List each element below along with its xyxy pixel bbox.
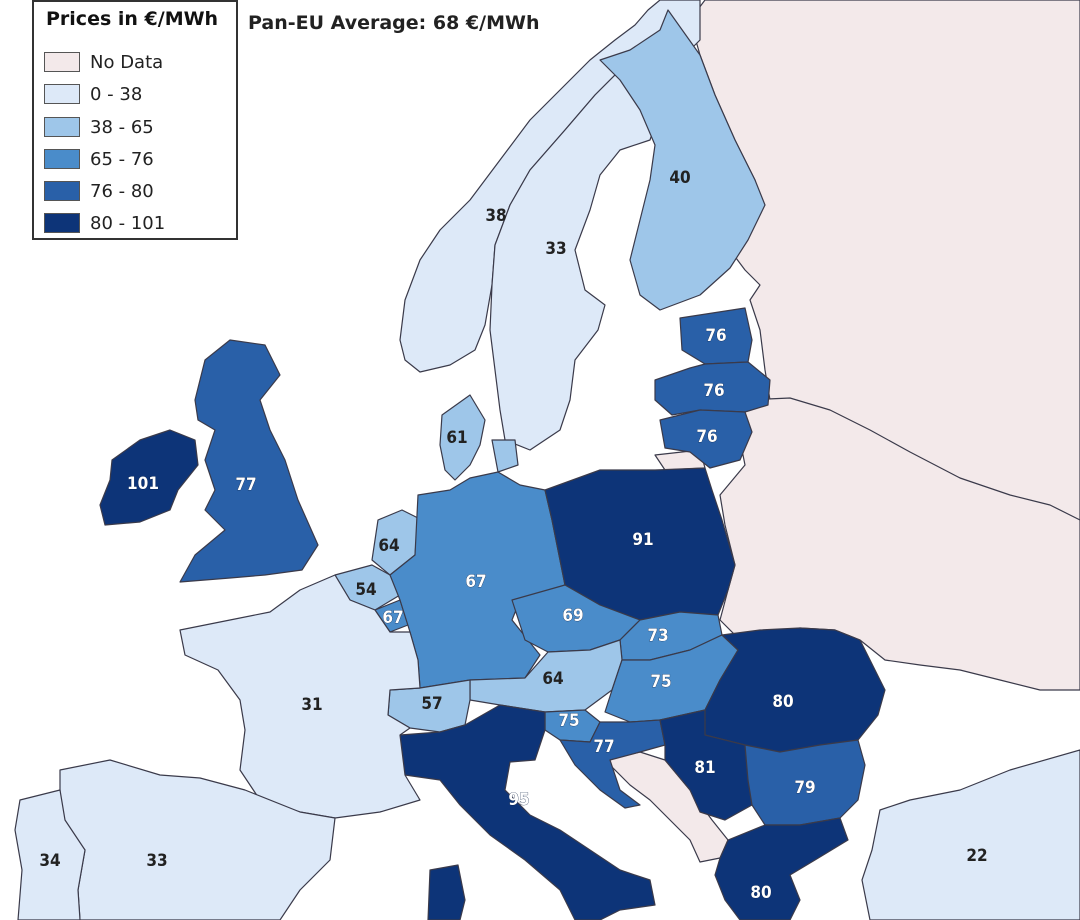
legend-label: 80 - 101 [90,212,166,234]
label-portugal: 34 [39,851,60,871]
legend: Prices in €/MWh No Data 0 - 38 38 - 65 6… [32,0,238,240]
region-poland[interactable] [544,467,736,621]
legend-label: 38 - 65 [90,116,154,138]
region-italy[interactable] [399,704,656,920]
label-luxembourg: 67 [382,608,403,628]
region-denmark[interactable] [439,394,519,481]
region-latvia[interactable] [654,361,771,416]
label-serbia: 81 [694,758,715,778]
label-switzerland: 57 [421,694,442,714]
label-austria: 64 [542,669,563,689]
region-ireland[interactable] [99,429,199,526]
label-ireland: 101 [127,474,159,494]
label-slovenia: 75 [558,711,579,731]
label-slovakia: 73 [647,626,668,646]
legend-item-38-65: 38 - 65 [44,115,154,139]
no-data-land [604,0,1080,863]
region-bulgaria[interactable] [744,739,866,826]
label-turkey: 22 [966,846,987,866]
region-croatia[interactable] [559,719,666,809]
label-croatia: 77 [593,737,614,757]
region-france[interactable] [179,574,421,819]
label-sweden: 33 [545,239,566,259]
label-denmark: 61 [446,428,467,448]
legend-swatch [44,84,80,104]
legend-title: Prices in €/MWh [46,8,219,30]
legend-label: 65 - 76 [90,148,154,170]
legend-item-65-76: 65 - 76 [44,147,154,171]
region-serbia[interactable] [659,709,753,821]
countries [14,0,1080,920]
legend-item-no-data: No Data [44,50,163,74]
legend-item-80-101: 80 - 101 [44,211,165,235]
label-belgium: 54 [355,580,376,600]
label-hungary: 75 [650,672,671,692]
region-labels: 101 77 31 33 34 54 64 67 67 57 95 64 75 … [39,168,987,903]
label-poland: 91 [632,530,653,550]
region-sweden[interactable] [489,74,661,451]
label-finland: 40 [669,168,690,188]
label-latvia: 76 [703,381,724,401]
region-turkey[interactable] [861,749,1080,920]
legend-label: 0 - 38 [90,83,143,105]
legend-swatch [44,117,80,137]
label-bulgaria: 79 [794,778,815,798]
region-finland[interactable] [599,9,766,311]
label-spain: 33 [146,851,167,871]
region-lithuania[interactable] [659,409,753,469]
label-romania: 80 [772,692,793,712]
label-great-britain: 77 [235,475,256,495]
legend-label: 76 - 80 [90,180,154,202]
region-germany[interactable] [389,471,566,689]
legend-item-0-38: 0 - 38 [44,82,142,106]
label-netherlands: 64 [378,536,399,556]
label-france: 31 [301,695,322,715]
label-greece: 80 [750,883,771,903]
region-sardinia[interactable] [427,864,466,920]
legend-swatch [44,149,80,169]
region-portugal[interactable] [14,789,86,920]
region-greece[interactable] [714,817,849,920]
label-czechia: 69 [562,606,583,626]
label-norway: 38 [485,206,506,226]
legend-label: No Data [90,51,164,73]
label-germany: 67 [465,572,486,592]
legend-swatch [44,181,80,201]
legend-swatch [44,52,80,72]
label-lithuania: 76 [696,427,717,447]
legend-item-76-80: 76 - 80 [44,179,154,203]
legend-swatch [44,213,80,233]
label-italy: 95 [508,790,529,810]
pan-eu-average: Pan-EU Average: 68 €/MWh [248,12,540,34]
belarus-ukraine-region [719,397,1080,691]
region-great-britain[interactable] [179,339,319,583]
label-estonia: 76 [705,326,726,346]
